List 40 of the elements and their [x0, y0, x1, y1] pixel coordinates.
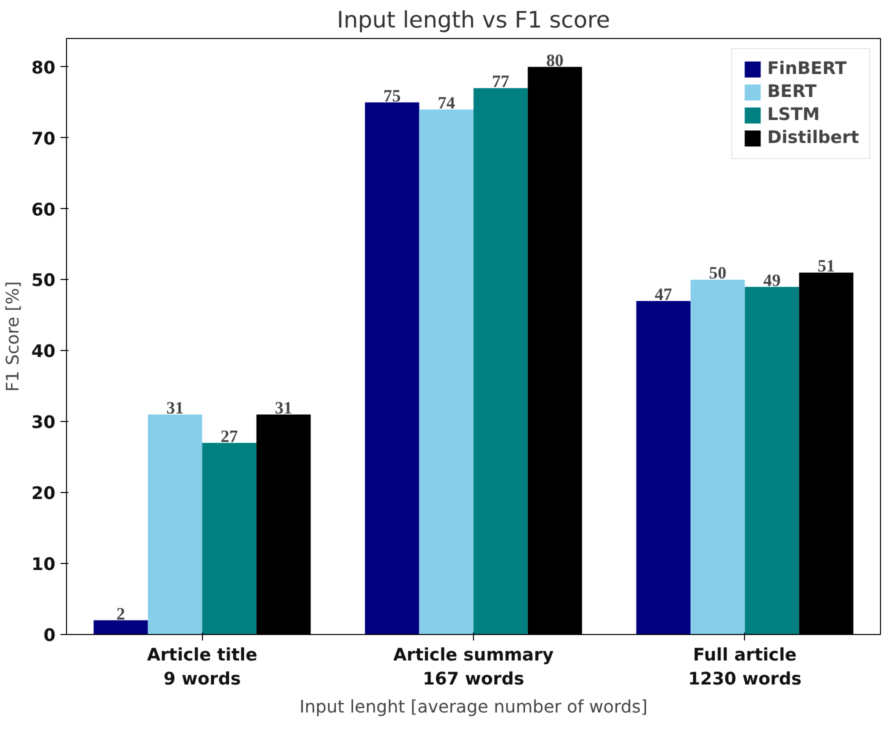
bar: [636, 301, 691, 634]
legend-label: Distilbert: [767, 128, 859, 148]
data-label: 47: [654, 285, 672, 304]
bar: [690, 280, 745, 634]
y-tick-label: 20: [31, 484, 56, 504]
bar: [744, 286, 800, 634]
bar: [202, 442, 256, 634]
data-label: 51: [818, 256, 835, 276]
x-tick-label: Article summary 167 words: [393, 646, 554, 690]
data-label: 80: [546, 50, 564, 70]
data-label: 2: [116, 604, 126, 624]
y-tick-label: 70: [31, 129, 56, 150]
x-axis-title: Input lenght [average number of words]: [299, 698, 648, 718]
data-label: 74: [438, 93, 456, 112]
legend-label: BERT: [767, 82, 817, 102]
data-label: 27: [220, 426, 238, 446]
data-label: 31: [166, 398, 184, 418]
data-label: 50: [709, 264, 726, 283]
chart-title: Input length vs F1 score: [336, 8, 610, 34]
y-tick-label: 10: [31, 555, 56, 576]
data-label: 75: [383, 86, 402, 106]
y-axis-title: F1 Score [%]: [3, 281, 24, 392]
legend-label: FinBERT: [767, 59, 847, 79]
y-tick-label: 30: [31, 413, 56, 434]
legend-label: LSTM: [767, 105, 820, 125]
data-label: 77: [492, 72, 510, 92]
y-tick-label: 60: [31, 200, 56, 220]
y-tick-label: 80: [31, 58, 56, 78]
bar: [148, 414, 202, 634]
data-label: 49: [763, 270, 781, 290]
y-tick-label: 0: [43, 626, 56, 646]
x-tick-label: Full article 1230 words: [688, 646, 802, 690]
bar: [419, 109, 474, 634]
y-tick-label: 40: [31, 342, 56, 362]
y-tick-label: 50: [31, 271, 56, 292]
bar: [474, 88, 528, 634]
data-label: 31: [274, 398, 292, 418]
x-tick-label: Article title 9 words: [146, 646, 258, 690]
bar: [94, 620, 148, 634]
bar: [364, 102, 420, 634]
